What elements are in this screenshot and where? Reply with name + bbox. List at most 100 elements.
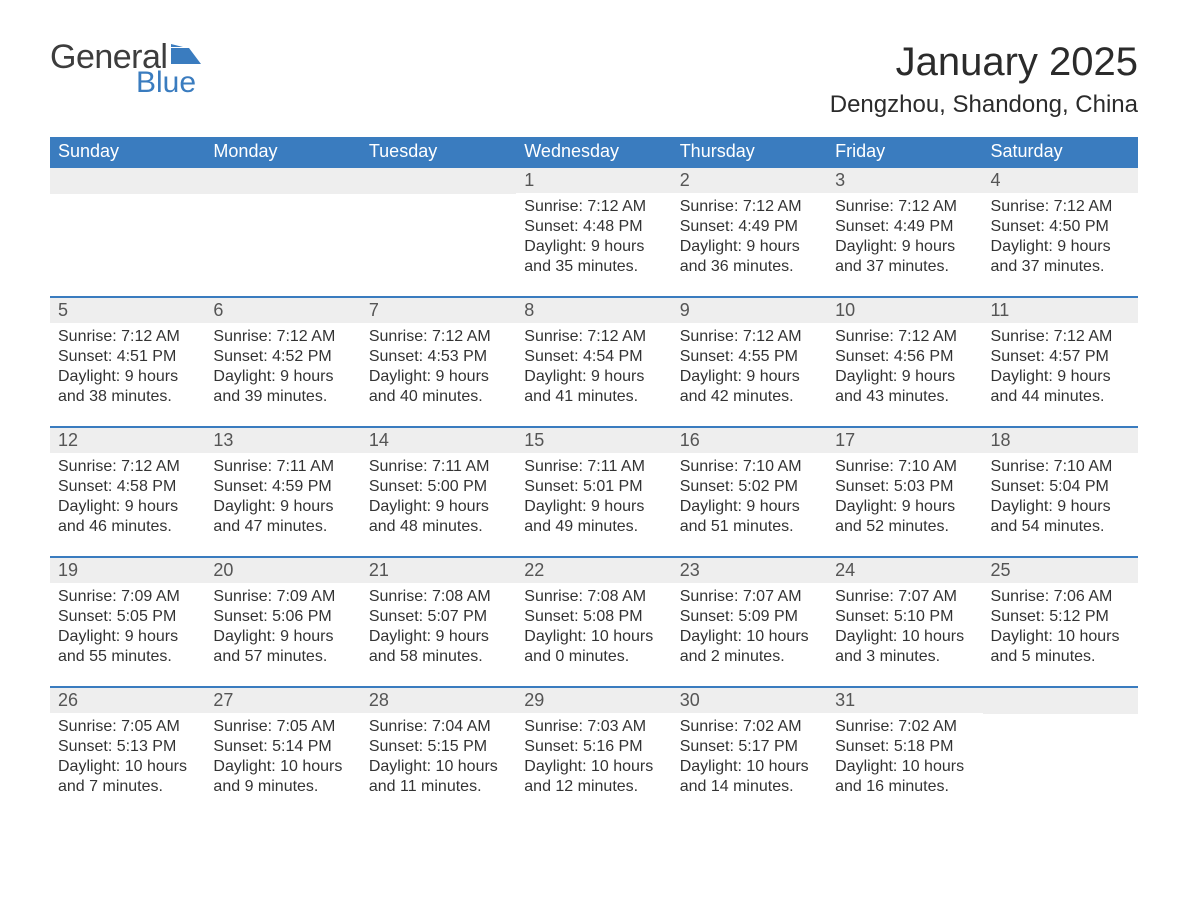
sunset-line: Sunset: 5:09 PM xyxy=(680,607,819,627)
day-number: 21 xyxy=(361,558,516,583)
sunset-line: Sunset: 5:12 PM xyxy=(991,607,1130,627)
sunrise-line: Sunrise: 7:12 AM xyxy=(680,327,819,347)
title-block: January 2025 Dengzhou, Shandong, China xyxy=(830,40,1138,119)
sunrise-line: Sunrise: 7:10 AM xyxy=(680,457,819,477)
calendar-day-cell: 21Sunrise: 7:08 AMSunset: 5:07 PMDayligh… xyxy=(361,557,516,687)
sunrise-line: Sunrise: 7:12 AM xyxy=(680,197,819,217)
calendar-day-cell xyxy=(50,167,205,297)
sunset-line: Sunset: 4:53 PM xyxy=(369,347,508,367)
day-number: 28 xyxy=(361,688,516,713)
calendar-day-cell: 12Sunrise: 7:12 AMSunset: 4:58 PMDayligh… xyxy=(50,427,205,557)
day-number: 30 xyxy=(672,688,827,713)
day-number: 7 xyxy=(361,298,516,323)
sunset-line: Sunset: 4:49 PM xyxy=(680,217,819,237)
sunset-line: Sunset: 4:48 PM xyxy=(524,217,663,237)
empty-day xyxy=(361,168,516,194)
sunset-line: Sunset: 4:56 PM xyxy=(835,347,974,367)
day-number: 1 xyxy=(516,168,671,193)
daylight-line: Daylight: 10 hours and 5 minutes. xyxy=(991,627,1130,667)
calendar-day-cell xyxy=(983,687,1138,816)
weekday-header: Friday xyxy=(827,137,982,167)
sunset-line: Sunset: 5:15 PM xyxy=(369,737,508,757)
calendar-table: SundayMondayTuesdayWednesdayThursdayFrid… xyxy=(50,137,1138,816)
calendar-day-cell: 30Sunrise: 7:02 AMSunset: 5:17 PMDayligh… xyxy=(672,687,827,816)
day-number: 10 xyxy=(827,298,982,323)
sunrise-line: Sunrise: 7:12 AM xyxy=(835,327,974,347)
sunrise-line: Sunrise: 7:09 AM xyxy=(58,587,197,607)
weekday-header: Saturday xyxy=(983,137,1138,167)
sunrise-line: Sunrise: 7:05 AM xyxy=(58,717,197,737)
sunset-line: Sunset: 5:06 PM xyxy=(213,607,352,627)
day-data: Sunrise: 7:05 AMSunset: 5:13 PMDaylight:… xyxy=(50,713,205,805)
day-number: 11 xyxy=(983,298,1138,323)
sunset-line: Sunset: 5:07 PM xyxy=(369,607,508,627)
daylight-line: Daylight: 9 hours and 58 minutes. xyxy=(369,627,508,667)
calendar-day-cell: 20Sunrise: 7:09 AMSunset: 5:06 PMDayligh… xyxy=(205,557,360,687)
logo-text-blue: Blue xyxy=(136,68,196,98)
day-data: Sunrise: 7:08 AMSunset: 5:08 PMDaylight:… xyxy=(516,583,671,675)
empty-day xyxy=(983,688,1138,714)
day-number: 23 xyxy=(672,558,827,583)
day-number: 26 xyxy=(50,688,205,713)
sunrise-line: Sunrise: 7:12 AM xyxy=(213,327,352,347)
sunrise-line: Sunrise: 7:10 AM xyxy=(991,457,1130,477)
daylight-line: Daylight: 9 hours and 36 minutes. xyxy=(680,237,819,277)
sunset-line: Sunset: 4:50 PM xyxy=(991,217,1130,237)
calendar-week-row: 26Sunrise: 7:05 AMSunset: 5:13 PMDayligh… xyxy=(50,687,1138,816)
calendar-day-cell: 22Sunrise: 7:08 AMSunset: 5:08 PMDayligh… xyxy=(516,557,671,687)
day-data: Sunrise: 7:09 AMSunset: 5:05 PMDaylight:… xyxy=(50,583,205,675)
sunset-line: Sunset: 4:49 PM xyxy=(835,217,974,237)
sunset-line: Sunset: 5:03 PM xyxy=(835,477,974,497)
calendar-week-row: 1 Sunrise: 7:12 AM Sunset: 4:48 PM Daylight… xyxy=(50,167,1138,297)
daylight-line: Daylight: 9 hours and 42 minutes. xyxy=(680,367,819,407)
day-number: 29 xyxy=(516,688,671,713)
daylight-line: Daylight: 9 hours and 55 minutes. xyxy=(58,627,197,667)
day-number: 15 xyxy=(516,428,671,453)
sunrise-line: Sunrise: 7:11 AM xyxy=(524,457,663,477)
sunset-line: Sunset: 5:00 PM xyxy=(369,477,508,497)
sunrise-line: Sunrise: 7:06 AM xyxy=(991,587,1130,607)
calendar-day-cell: 26Sunrise: 7:05 AMSunset: 5:13 PMDayligh… xyxy=(50,687,205,816)
sunset-line: Sunset: 5:08 PM xyxy=(524,607,663,627)
day-data: Sunrise: 7:12 AMSunset: 4:49 PMDaylight:… xyxy=(827,193,982,285)
sunset-line: Sunset: 5:13 PM xyxy=(58,737,197,757)
day-number: 27 xyxy=(205,688,360,713)
sunrise-line: Sunrise: 7:12 AM xyxy=(369,327,508,347)
day-data: Sunrise: 7:12 AMSunset: 4:53 PMDaylight:… xyxy=(361,323,516,415)
day-data: Sunrise: 7:07 AMSunset: 5:10 PMDaylight:… xyxy=(827,583,982,675)
calendar-week-row: 5Sunrise: 7:12 AMSunset: 4:51 PMDaylight… xyxy=(50,297,1138,427)
calendar-day-cell: 16Sunrise: 7:10 AMSunset: 5:02 PMDayligh… xyxy=(672,427,827,557)
day-data: Sunrise: 7:09 AMSunset: 5:06 PMDaylight:… xyxy=(205,583,360,675)
sunrise-line: Sunrise: 7:12 AM xyxy=(524,327,663,347)
daylight-line: Daylight: 10 hours and 7 minutes. xyxy=(58,757,197,797)
day-number: 13 xyxy=(205,428,360,453)
sunset-line: Sunset: 4:57 PM xyxy=(991,347,1130,367)
sunset-line: Sunset: 5:01 PM xyxy=(524,477,663,497)
day-data: Sunrise: 7:12 AMSunset: 4:56 PMDaylight:… xyxy=(827,323,982,415)
calendar-day-cell xyxy=(205,167,360,297)
day-number: 24 xyxy=(827,558,982,583)
sunset-line: Sunset: 5:18 PM xyxy=(835,737,974,757)
daylight-line: Daylight: 9 hours and 52 minutes. xyxy=(835,497,974,537)
sunrise-line: Sunrise: 7:09 AM xyxy=(213,587,352,607)
day-number: 5 xyxy=(50,298,205,323)
day-number: 12 xyxy=(50,428,205,453)
sunset-line: Sunset: 5:14 PM xyxy=(213,737,352,757)
calendar-day-cell: 6Sunrise: 7:12 AMSunset: 4:52 PMDaylight… xyxy=(205,297,360,427)
daylight-line: Daylight: 9 hours and 57 minutes. xyxy=(213,627,352,667)
daylight-line: Daylight: 10 hours and 9 minutes. xyxy=(213,757,352,797)
sunrise-line: Sunrise: 7:08 AM xyxy=(524,587,663,607)
daylight-line: Daylight: 9 hours and 49 minutes. xyxy=(524,497,663,537)
day-data: Sunrise: 7:03 AMSunset: 5:16 PMDaylight:… xyxy=(516,713,671,805)
sunset-line: Sunset: 4:55 PM xyxy=(680,347,819,367)
sunrise-line: Sunrise: 7:02 AM xyxy=(680,717,819,737)
daylight-line: Daylight: 10 hours and 3 minutes. xyxy=(835,627,974,667)
day-data: Sunrise: 7:12 AMSunset: 4:57 PMDaylight:… xyxy=(983,323,1138,415)
empty-day xyxy=(50,168,205,194)
day-data: Sunrise: 7:11 AMSunset: 4:59 PMDaylight:… xyxy=(205,453,360,545)
calendar-day-cell: 7Sunrise: 7:12 AMSunset: 4:53 PMDaylight… xyxy=(361,297,516,427)
calendar-day-cell: 23Sunrise: 7:07 AMSunset: 5:09 PMDayligh… xyxy=(672,557,827,687)
day-number: 22 xyxy=(516,558,671,583)
day-number: 25 xyxy=(983,558,1138,583)
calendar-day-cell: 29Sunrise: 7:03 AMSunset: 5:16 PMDayligh… xyxy=(516,687,671,816)
